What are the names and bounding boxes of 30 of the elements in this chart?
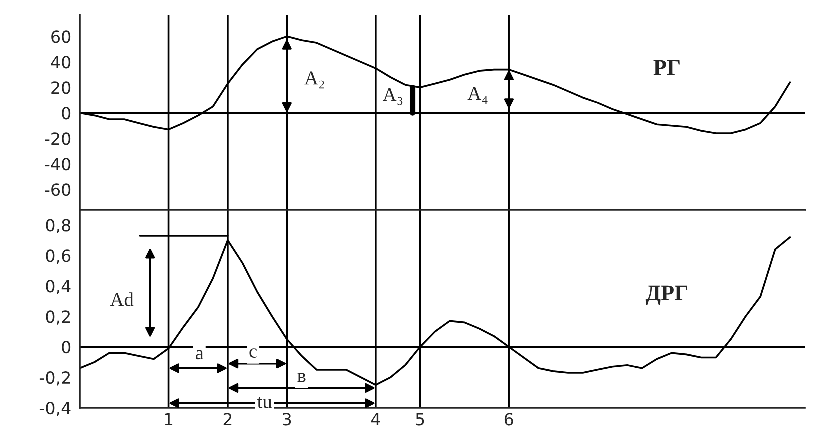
x-tick-label: 3: [283, 413, 292, 426]
y-tick-label: -60: [45, 184, 71, 196]
annotation: A₄: [468, 87, 488, 104]
annotation: a: [196, 350, 204, 360]
y-tick-label: -40: [45, 158, 71, 171]
y-tick-label: 0: [62, 341, 71, 354]
text: ДРГ: [646, 286, 688, 306]
x-tick-label: 5: [416, 413, 424, 426]
annotation: A₂: [304, 72, 324, 89]
text: РГ: [654, 60, 680, 75]
y-tick-label: 20: [52, 82, 71, 94]
y-tick-label: 0,6: [46, 250, 71, 264]
x-tick-label: 4: [371, 413, 380, 426]
y-tick-label: 0,4: [46, 280, 71, 294]
y-tick-label: 60: [52, 30, 71, 44]
y-tick-label: 0: [62, 107, 71, 120]
annotation: Ad: [110, 292, 134, 306]
y-tick-label: 0,8: [46, 219, 71, 234]
y-tick-label: 0,2: [46, 310, 70, 325]
y-tick-label: 40: [51, 56, 71, 69]
y-tick-label: -0,4: [40, 402, 71, 416]
x-tick-label: 1: [165, 413, 173, 426]
annotation: в: [298, 373, 306, 382]
annotation: c: [250, 348, 257, 358]
annotation: A₃: [382, 88, 403, 106]
x-tick-label: 2: [224, 413, 232, 426]
y-tick-label: -0,2: [40, 372, 70, 386]
y-tick-label: -20: [45, 132, 71, 146]
x-tick-label: 6: [504, 413, 514, 426]
annotation: tu: [258, 397, 272, 408]
